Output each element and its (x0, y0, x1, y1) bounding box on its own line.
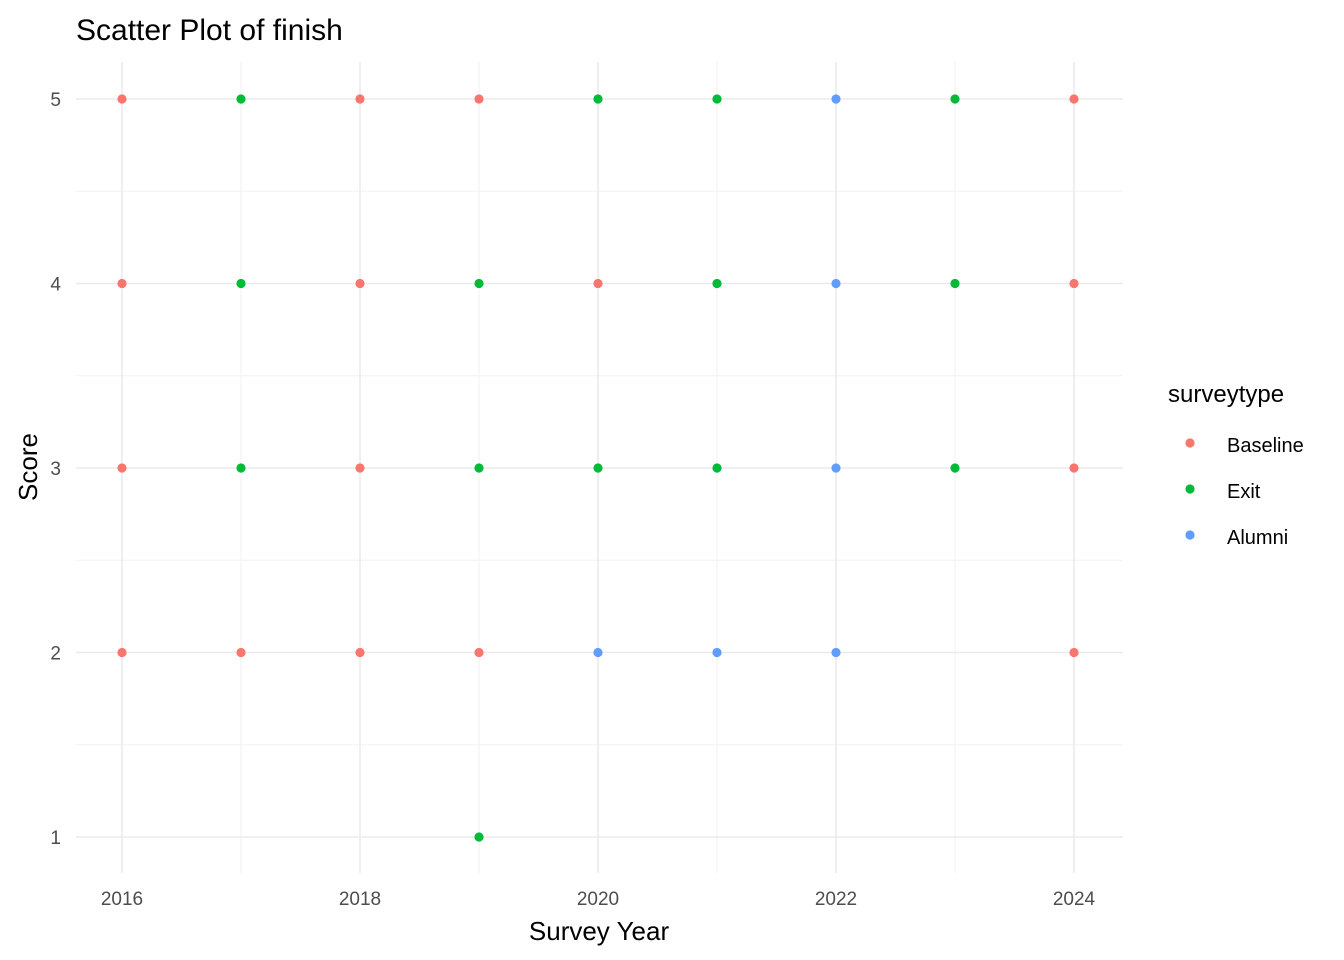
points-layer (117, 94, 1079, 842)
scatter-point-exit (236, 94, 246, 104)
scatter-point-exit (593, 94, 603, 104)
legend-label-baseline: Baseline (1227, 435, 1304, 457)
legend-label-alumni: Alumni (1227, 527, 1288, 549)
legend: surveytype Baseline Exit Alumni (1168, 381, 1304, 549)
x-tick-label: 2022 (815, 889, 857, 910)
x-tick-label: 2016 (101, 889, 143, 910)
scatter-point-baseline (593, 278, 603, 289)
legend-items: Baseline Exit Alumni (1185, 435, 1304, 549)
scatter-point-exit (236, 463, 246, 473)
scatter-point-baseline (474, 647, 484, 658)
legend-key-alumni (1185, 530, 1195, 540)
scatter-point-baseline (117, 278, 127, 289)
y-axis-title: Score (13, 433, 43, 501)
scatter-point-baseline (236, 647, 246, 658)
scatter-point-alumni (712, 647, 722, 658)
y-axis-ticks: 1 2 3 4 5 (50, 90, 61, 849)
legend-label-exit: Exit (1227, 481, 1261, 503)
scatter-point-baseline (1069, 647, 1079, 658)
scatter-point-baseline (1069, 463, 1079, 473)
scatter-point-baseline (117, 647, 127, 658)
scatter-point-exit (712, 463, 722, 473)
scatter-point-alumni (593, 647, 603, 658)
x-axis-ticks: 2016 2018 2020 2022 2024 (101, 889, 1096, 910)
scatter-point-exit (712, 94, 722, 104)
scatter-point-exit (950, 463, 960, 473)
scatter-point-exit (593, 463, 603, 473)
scatter-point-baseline (117, 463, 127, 473)
scatter-point-exit (474, 832, 484, 842)
scatter-point-exit (474, 463, 484, 473)
scatter-point-exit (950, 278, 960, 289)
x-axis-title: Survey Year (529, 916, 670, 946)
legend-key-baseline (1185, 438, 1195, 448)
chart-title: Scatter Plot of finish (76, 14, 343, 47)
scatter-point-baseline (355, 647, 365, 658)
scatter-point-exit (236, 278, 246, 289)
scatter-point-alumni (831, 647, 841, 658)
x-tick-label: 2018 (339, 889, 381, 910)
scatter-point-alumni (831, 94, 841, 104)
scatter-point-baseline (355, 94, 365, 104)
scatter-point-alumni (831, 278, 841, 289)
scatter-point-baseline (1069, 94, 1079, 104)
scatter-point-baseline (474, 94, 484, 104)
scatter-point-exit (712, 278, 722, 289)
y-tick-label: 4 (50, 275, 61, 296)
scatter-point-baseline (355, 463, 365, 473)
x-tick-label: 2020 (577, 889, 619, 910)
y-tick-label: 2 (50, 644, 61, 665)
x-tick-label: 2024 (1053, 889, 1096, 910)
scatter-point-baseline (355, 278, 365, 289)
y-tick-label: 5 (50, 90, 61, 111)
scatter-point-exit (474, 278, 484, 289)
y-tick-label: 3 (50, 459, 61, 480)
y-tick-label: 1 (50, 828, 61, 849)
legend-key-exit (1185, 484, 1195, 494)
scatter-point-alumni (831, 463, 841, 473)
scatter-point-exit (950, 94, 960, 104)
scatter-point-baseline (117, 94, 127, 104)
legend-title: surveytype (1168, 381, 1284, 408)
scatter-point-baseline (1069, 278, 1079, 289)
